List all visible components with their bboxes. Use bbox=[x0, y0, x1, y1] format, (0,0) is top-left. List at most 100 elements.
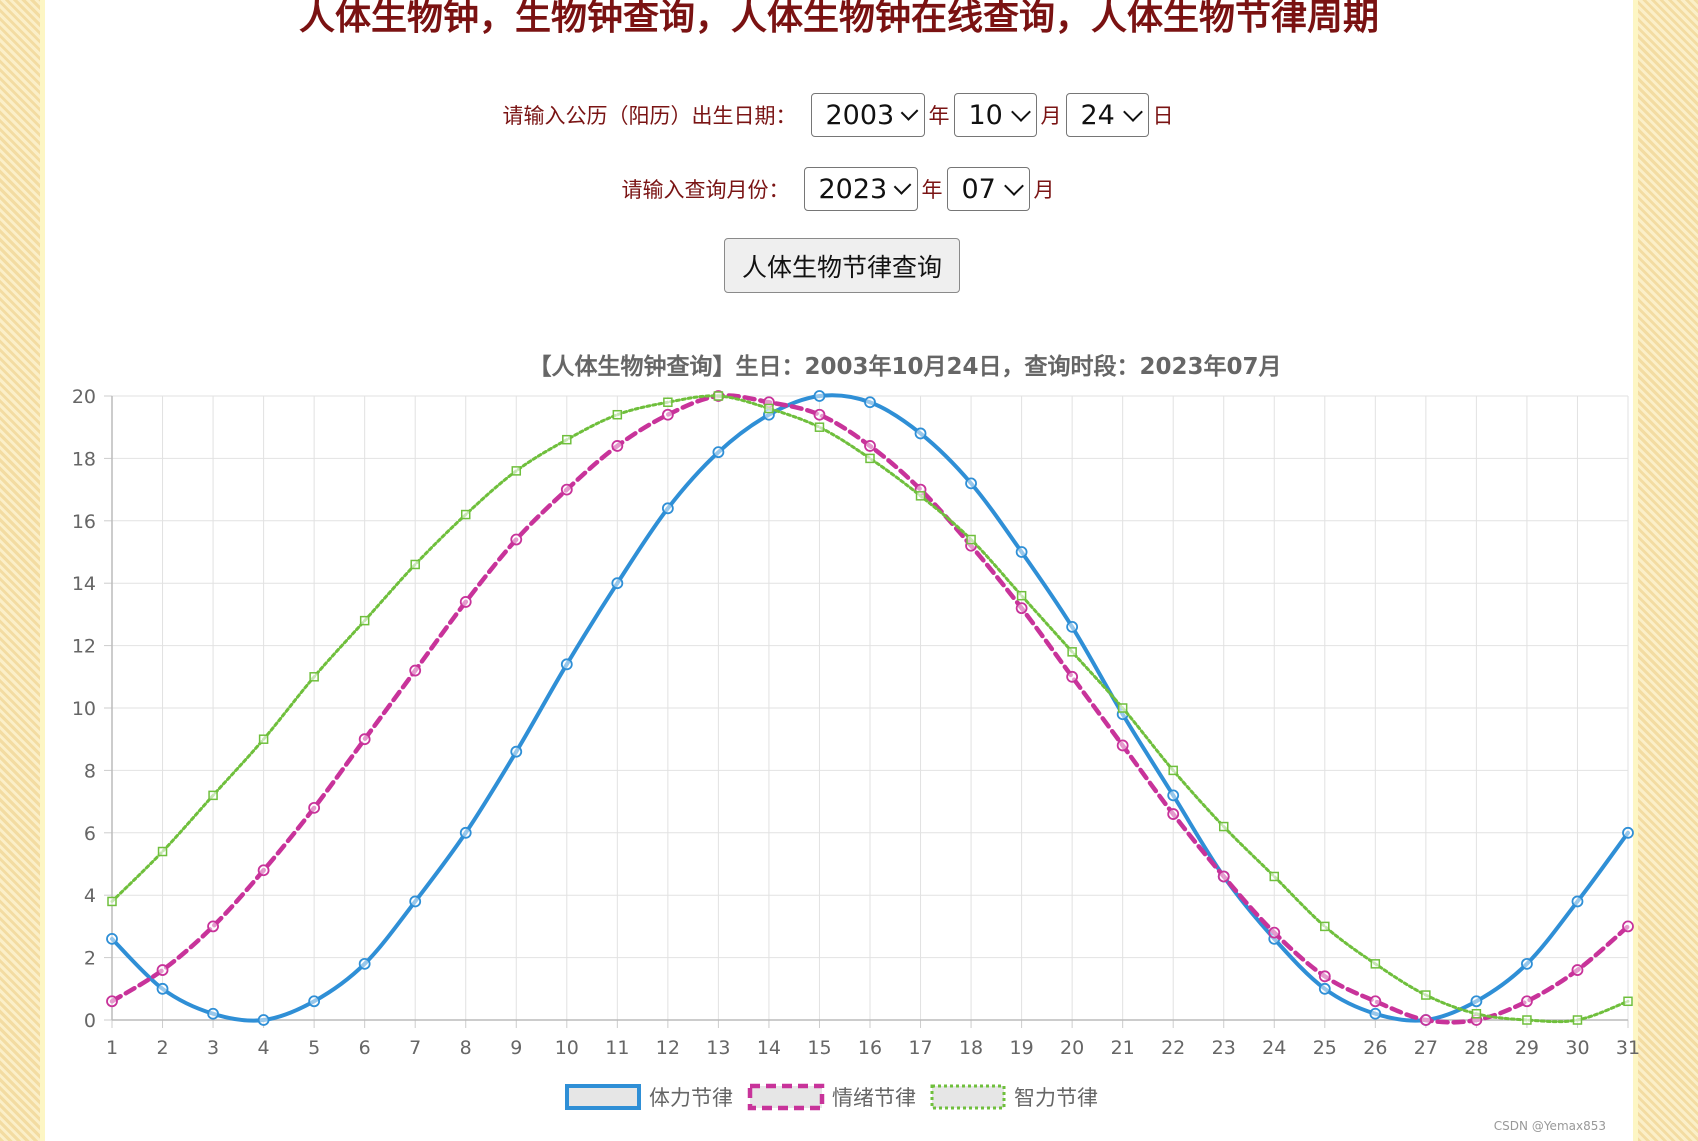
data-point-intellectual bbox=[612, 409, 623, 420]
data-point-intellectual bbox=[208, 790, 218, 801]
x-tick-label: 7 bbox=[409, 1037, 421, 1059]
x-tick-label: 8 bbox=[460, 1037, 472, 1059]
data-point-physical bbox=[156, 982, 169, 995]
x-tick-label: 2 bbox=[156, 1037, 168, 1059]
data-point-emotional bbox=[661, 408, 674, 421]
query-year-value: 2023 bbox=[818, 173, 888, 205]
x-tick-label: 10 bbox=[555, 1037, 579, 1059]
y-tick-label: 4 bbox=[84, 885, 96, 907]
data-point-emotional bbox=[1369, 995, 1382, 1008]
x-tick-label: 26 bbox=[1363, 1037, 1387, 1059]
data-point-intellectual bbox=[410, 559, 420, 570]
data-point-physical bbox=[409, 895, 422, 908]
data-point-emotional bbox=[1116, 739, 1129, 752]
data-point-physical bbox=[611, 577, 624, 590]
x-tick-label: 29 bbox=[1515, 1037, 1539, 1059]
data-point-emotional bbox=[358, 733, 371, 746]
data-point-intellectual bbox=[157, 846, 168, 857]
x-tick-label: 27 bbox=[1414, 1037, 1438, 1059]
data-point-physical bbox=[1470, 995, 1483, 1008]
data-point-emotional bbox=[459, 596, 472, 608]
data-point-physical bbox=[106, 932, 118, 945]
data-point-intellectual bbox=[258, 734, 269, 744]
data-point-intellectual bbox=[764, 403, 774, 414]
data-point-emotional bbox=[813, 408, 826, 421]
data-point-intellectual bbox=[309, 672, 319, 682]
data-point-physical bbox=[661, 502, 674, 515]
data-point-emotional bbox=[257, 864, 270, 877]
x-tick-label: 15 bbox=[807, 1037, 831, 1059]
birth-month-value: 10 bbox=[968, 99, 1003, 131]
x-tick-label: 9 bbox=[510, 1037, 522, 1059]
data-point-intellectual bbox=[1421, 990, 1431, 1000]
data-point-emotional bbox=[1318, 970, 1331, 983]
data-point-intellectual bbox=[1320, 921, 1330, 932]
x-tick-label: 23 bbox=[1212, 1037, 1236, 1059]
data-point-physical bbox=[864, 396, 876, 409]
data-point-intellectual bbox=[966, 534, 976, 545]
data-point-intellectual bbox=[562, 434, 572, 445]
x-tick-label: 6 bbox=[359, 1037, 371, 1059]
data-point-physical bbox=[358, 957, 371, 970]
data-point-physical bbox=[1066, 620, 1079, 633]
y-tick-label: 8 bbox=[84, 760, 96, 782]
data-point-emotional bbox=[1419, 1014, 1432, 1026]
y-tick-label: 10 bbox=[72, 698, 96, 720]
x-tick-label: 25 bbox=[1313, 1037, 1337, 1059]
data-point-intellectual bbox=[1067, 647, 1077, 657]
x-tick-label: 24 bbox=[1262, 1037, 1286, 1059]
data-point-intellectual bbox=[511, 466, 522, 476]
x-tick-label: 21 bbox=[1111, 1037, 1135, 1059]
data-point-physical bbox=[459, 826, 472, 839]
legend-label-intellectual: 智力节律 bbox=[1014, 1086, 1098, 1110]
credit-watermark: CSDN @Yemax853 bbox=[1493, 1119, 1606, 1133]
birth-year-value: 2003 bbox=[825, 99, 895, 131]
data-point-emotional bbox=[308, 801, 321, 814]
data-point-intellectual bbox=[1269, 871, 1280, 882]
query-month-select[interactable]: 07 bbox=[946, 167, 1030, 211]
data-point-physical bbox=[1167, 789, 1180, 802]
data-point-intellectual bbox=[1623, 996, 1633, 1007]
data-point-intellectual bbox=[460, 509, 471, 520]
data-point-intellectual bbox=[1218, 821, 1229, 832]
data-point-intellectual bbox=[1471, 1009, 1482, 1019]
data-point-physical bbox=[712, 446, 725, 459]
y-tick-label: 2 bbox=[84, 948, 96, 970]
birth-year-select[interactable]: 2003 bbox=[810, 93, 925, 137]
legend-label-emotional: 情绪节律 bbox=[832, 1086, 916, 1110]
y-tick-label: 6 bbox=[84, 823, 96, 845]
data-point-physical bbox=[1521, 957, 1533, 970]
x-tick-label: 19 bbox=[1010, 1037, 1034, 1059]
data-point-emotional bbox=[207, 920, 219, 933]
data-point-physical bbox=[560, 658, 573, 671]
data-point-intellectual bbox=[1522, 1015, 1532, 1025]
day-unit: 日 bbox=[1152, 104, 1174, 128]
x-tick-label: 18 bbox=[959, 1037, 983, 1059]
data-point-physical bbox=[1571, 895, 1584, 908]
month-unit: 月 bbox=[1040, 104, 1062, 128]
y-tick-label: 18 bbox=[72, 448, 96, 470]
query-year-select[interactable]: 2023 bbox=[803, 167, 918, 211]
y-tick-label: 12 bbox=[72, 636, 96, 658]
query-button[interactable]: 人体生物节律查询 bbox=[724, 238, 960, 293]
birth-day-select[interactable]: 24 bbox=[1065, 93, 1149, 137]
data-point-intellectual bbox=[1168, 765, 1178, 776]
data-point-emotional bbox=[1217, 870, 1230, 883]
data-point-physical bbox=[1015, 546, 1028, 558]
chart-title: 【人体生物钟查询】生日：2003年10月24日，查询时段：2023年07月 bbox=[528, 353, 1281, 380]
data-point-physical bbox=[965, 477, 977, 490]
birth-month-select[interactable]: 10 bbox=[953, 93, 1037, 137]
data-point-emotional bbox=[1066, 670, 1079, 683]
data-point-physical bbox=[257, 1014, 270, 1026]
x-tick-label: 4 bbox=[258, 1037, 270, 1059]
y-tick-label: 0 bbox=[84, 1010, 96, 1032]
data-point-intellectual bbox=[713, 391, 724, 401]
data-point-emotional bbox=[560, 483, 573, 496]
birth-date-row: 请输入公历（阳历）出生日期： 2003 年 10 月 24 日 bbox=[45, 93, 1633, 137]
x-tick-label: 16 bbox=[858, 1037, 882, 1059]
data-point-emotional bbox=[510, 533, 523, 546]
query-month-value: 07 bbox=[961, 173, 996, 205]
query-month-label: 请输入查询月份： bbox=[621, 178, 790, 202]
data-point-physical bbox=[308, 995, 321, 1008]
